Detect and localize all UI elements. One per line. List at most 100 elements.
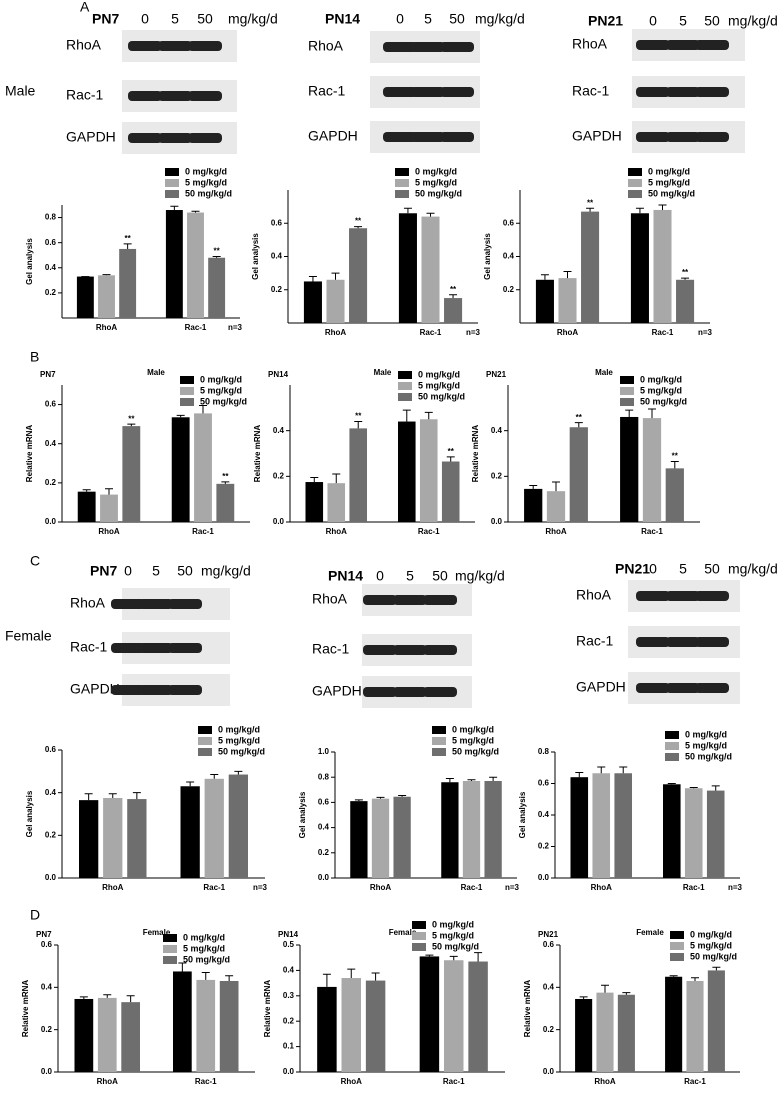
- y-tick-label: 1.0: [318, 747, 330, 756]
- blot-band: [636, 40, 670, 50]
- significance: **: [450, 285, 457, 294]
- y-tick-label: 0.2: [318, 848, 330, 857]
- legend-label: 5 mg/kg/d: [685, 740, 727, 750]
- x-tick-label: RhoA: [102, 883, 124, 892]
- blot-label: PN21: [615, 561, 650, 577]
- y-axis-label: Relative mRNA: [471, 425, 480, 483]
- note: n=3: [505, 883, 520, 892]
- legend-label: 0 mg/kg/d: [685, 729, 727, 739]
- y-tick-label: 0.0: [538, 873, 550, 882]
- error-bar: [123, 243, 132, 249]
- error-bar: [191, 210, 200, 213]
- error-bar: [669, 975, 678, 977]
- error-bar: [712, 966, 721, 971]
- y-tick-label: 0.4: [45, 788, 57, 797]
- error-bar: [354, 226, 363, 229]
- legend-label: 50 mg/kg/d: [452, 746, 499, 756]
- legend-swatch: [163, 934, 177, 942]
- blot-band: [383, 132, 417, 142]
- error-bar: [691, 977, 699, 981]
- error-bar: [449, 294, 458, 299]
- bar: [180, 786, 200, 878]
- bar: [100, 494, 118, 522]
- error-bar: [670, 460, 679, 469]
- blot-band: [111, 599, 145, 609]
- y-tick-label: 0.8: [538, 747, 550, 756]
- error-bar: [575, 771, 584, 778]
- blot-band: [666, 683, 700, 693]
- dose-label: 0: [396, 11, 404, 27]
- legend-label: 0 mg/kg/d: [185, 166, 227, 176]
- significance: **: [125, 234, 132, 243]
- legend-swatch: [620, 376, 634, 384]
- error-bar: [103, 994, 112, 998]
- legend-swatch: [670, 953, 684, 961]
- y-tick-label: 0.6: [45, 745, 57, 754]
- significance: **: [128, 414, 135, 423]
- chart-title: Male: [374, 368, 392, 377]
- bar: [596, 992, 614, 1072]
- legend-swatch: [432, 737, 446, 745]
- blot-band: [158, 133, 192, 143]
- bar: [441, 782, 459, 878]
- blot-band: [363, 687, 397, 697]
- dose-label: 0: [649, 561, 657, 577]
- bar: [462, 780, 481, 878]
- dose-unit: mg/kg/d: [455, 568, 505, 584]
- legend-swatch: [665, 742, 679, 750]
- bar: [535, 279, 554, 323]
- legend-swatch: [628, 179, 642, 187]
- bar: [74, 998, 94, 1072]
- bar: [592, 773, 611, 878]
- error-bar: [579, 996, 588, 999]
- legend-label: 5 mg/kg/d: [432, 930, 474, 940]
- blot-band: [636, 683, 670, 693]
- blot-band: [666, 87, 700, 97]
- protein-label: GAPDH: [66, 129, 116, 145]
- error-bar: [446, 456, 455, 462]
- bar: [98, 275, 115, 318]
- note: n=3: [698, 328, 713, 337]
- bar: [546, 491, 566, 522]
- bar: [194, 413, 212, 522]
- sex-label: Female: [5, 628, 52, 644]
- bar: [630, 213, 649, 323]
- blot-label: PN7: [90, 563, 117, 579]
- x-tick-label: RhoA: [370, 883, 392, 892]
- dose-label: 0: [141, 11, 149, 27]
- significance: **: [587, 198, 594, 207]
- y-axis-label: Gel analysis: [25, 790, 34, 837]
- significance: **: [682, 268, 689, 277]
- blot-band: [666, 637, 700, 647]
- bar: [468, 961, 488, 1072]
- legend-label: 5 mg/kg/d: [200, 385, 242, 395]
- blot-band: [188, 41, 222, 51]
- error-bar: [398, 794, 407, 797]
- y-tick-label: 0.2: [491, 471, 503, 480]
- protein-label: RhoA: [576, 587, 612, 603]
- legend-swatch: [165, 179, 179, 187]
- legend-swatch: [395, 168, 409, 176]
- legend-swatch: [398, 393, 412, 401]
- legend-label: 50 mg/kg/d: [185, 188, 232, 198]
- bar: [77, 491, 96, 522]
- legend-swatch: [180, 387, 194, 395]
- chart-title: Male: [595, 368, 613, 377]
- y-tick-label: 0.2: [503, 285, 515, 294]
- bar: [365, 980, 386, 1072]
- y-tick-label: 0.0: [543, 1067, 555, 1076]
- x-tick-label: Rac-1: [461, 883, 483, 892]
- blot-band: [168, 599, 202, 609]
- bar: [228, 774, 248, 878]
- blot-band: [411, 87, 445, 97]
- bar: [119, 248, 137, 318]
- protein-label: Rac-1: [66, 87, 104, 103]
- y-tick-label: 0.0: [318, 873, 330, 882]
- protein-label: Rac-1: [312, 641, 350, 657]
- blot-band: [128, 91, 162, 101]
- blot-band: [168, 643, 202, 653]
- error-bar: [347, 968, 356, 979]
- error-bar: [529, 484, 538, 489]
- legend-label: 5 mg/kg/d: [415, 177, 457, 187]
- bar: [216, 483, 235, 522]
